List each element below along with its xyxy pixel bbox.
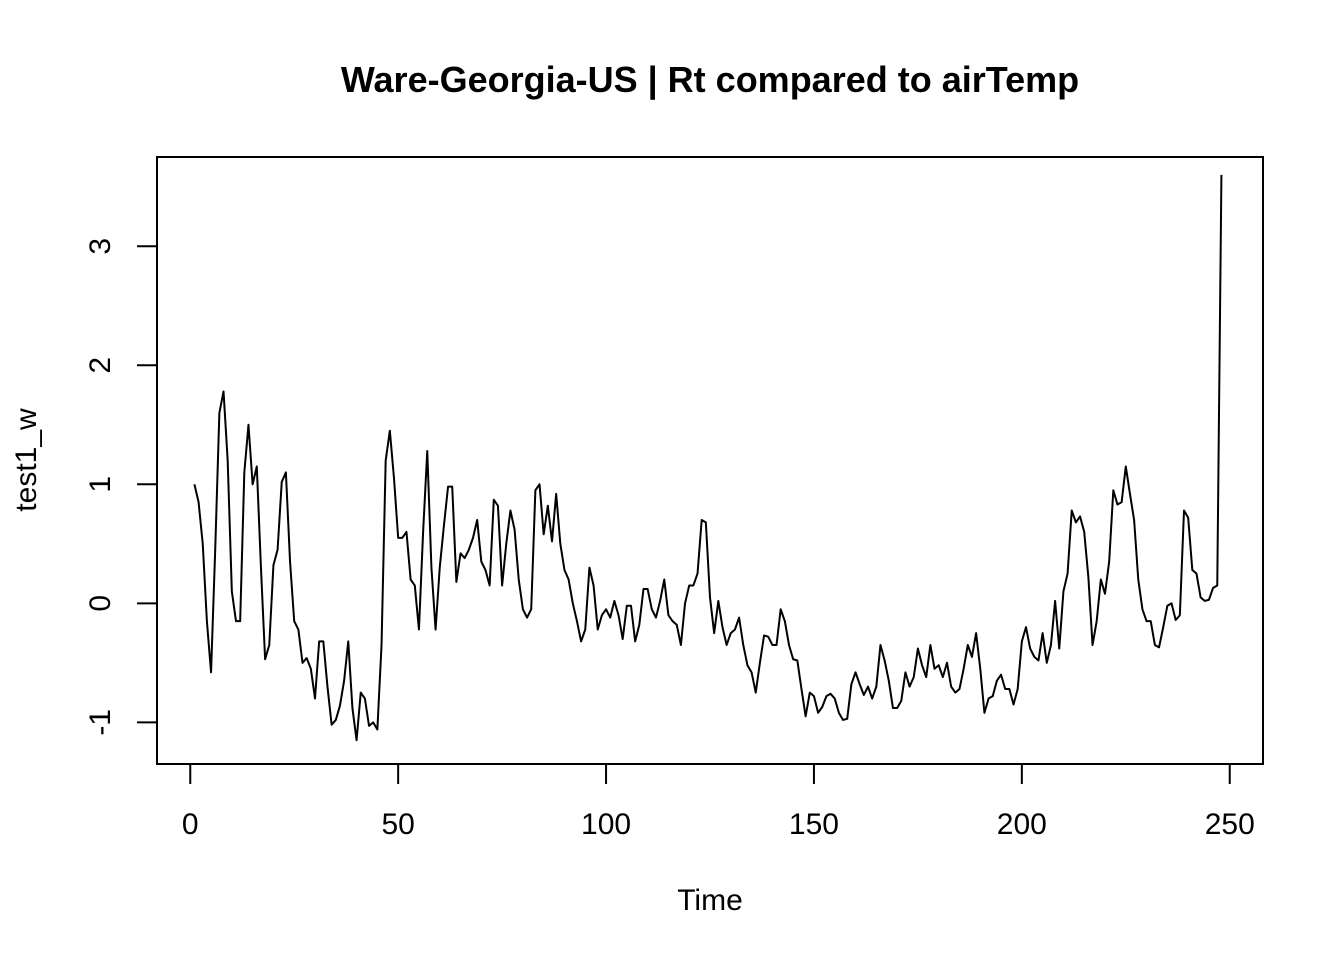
x-tick-label: 0	[182, 808, 199, 841]
x-tick-label: 100	[581, 808, 631, 841]
y-tick-label: 2	[84, 357, 117, 374]
y-tick-label: 1	[84, 476, 117, 493]
x-tick-label: 250	[1205, 808, 1255, 841]
y-tick-label: -1	[84, 709, 117, 736]
x-tick-label: 50	[381, 808, 414, 841]
y-axis: -1 0 1 2 3	[84, 238, 158, 736]
series-line	[193, 174, 1223, 742]
chart-title: Ware-Georgia-US | Rt compared to airTemp	[341, 59, 1079, 101]
y-axis-label: test1_w	[10, 408, 43, 512]
x-tick-label: 150	[789, 808, 839, 841]
x-tick-label: 200	[997, 808, 1047, 841]
y-tick-label: 0	[84, 595, 117, 612]
plot-frame	[156, 156, 1264, 765]
y-tick-label: 3	[84, 238, 117, 255]
x-axis-label: Time	[677, 884, 743, 917]
x-axis: 0 50 100 150 200 250	[182, 763, 1255, 841]
